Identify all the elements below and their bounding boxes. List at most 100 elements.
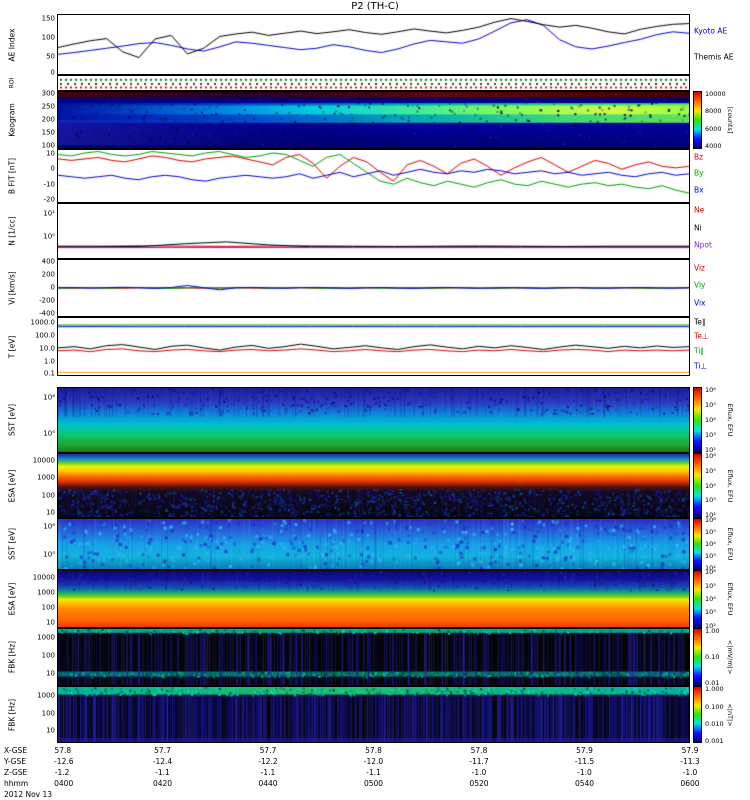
colorbar-tick-label: 10⁶ <box>705 385 716 394</box>
plot-area-temperature <box>57 317 690 376</box>
panel-keogram: Keogram 300 250 200 150 100 10000 8000 6000 4000 [… <box>0 89 750 150</box>
panel-esa-ions-left-axis: ESA [eV] 10000 1000 100 10 <box>0 453 57 518</box>
panel-temperature-right: Te∥ Te⊥ Ti∥ Ti⊥ <box>690 317 750 376</box>
panel-ae-index: AE Index 150 100 50 0 Kyoto AE Themis AE <box>0 14 750 76</box>
panel-ae-index-left-axis: AE Index 150 100 50 0 <box>0 14 57 76</box>
axis-tick-value: 0520 <box>469 779 489 788</box>
plot-area-esa-electrons <box>57 570 690 628</box>
axis-tick-value: -1.0 <box>471 768 487 777</box>
plot-area-fbk-b <box>57 686 690 743</box>
sst-ions-colorbar-unit-label: Eflux, EFU <box>726 403 734 437</box>
fbk-e-canvas <box>58 629 689 685</box>
y-tick-label: 300 <box>41 89 55 98</box>
y-tick-label: 10 <box>46 149 55 158</box>
sst-ions-colorbar <box>693 387 702 453</box>
axis-tick-value: 57.8 <box>365 746 382 755</box>
y-tick-label: 10⁰ <box>43 232 55 241</box>
series-label-ni: Ni <box>694 223 702 233</box>
colorbar-tick-label: 10² <box>705 446 716 455</box>
axis-tick-value: 57.7 <box>259 746 277 755</box>
axis-row-label-x-gse: X-GSE <box>4 746 28 755</box>
panel-temperature: T [eV] 1000.0 100.0 10.0 1.0 0.1 Te∥ Te⊥ Ti∥ Ti⊥ <box>0 317 750 378</box>
esa-ions-canvas <box>58 454 689 517</box>
y-axis-label-sst-electrons: SST [eV] <box>7 527 17 561</box>
colorbar-tick-label: 10⁴ <box>705 594 716 603</box>
colorbar-tick-label: 6000 <box>705 124 722 133</box>
colorbar-tick-label: 10² <box>705 563 716 572</box>
panel-sst-ions-left-axis: SST [eV] 10⁶ 10⁵ <box>0 387 57 453</box>
y-tick-label: 10000 <box>32 456 55 465</box>
plot-area-fbk-e <box>57 628 690 686</box>
y-tick-label: 10 <box>46 508 55 517</box>
colorbar-tick-label: 10⁵ <box>705 527 716 536</box>
colorbar-tick-label: 0.001 <box>705 737 724 746</box>
y-axis-label-density: N [1/cc] <box>7 216 17 246</box>
y-tick-label: 10 <box>46 669 55 678</box>
panel-fbk-b: FBK [Hz] 1000 100 10 1.000 0.100 0.010 0.001 <|n… <box>0 686 750 746</box>
y-tick-label: 10⁶ <box>43 393 55 402</box>
y-tick-label: 1000 <box>37 633 55 642</box>
series-label-ne: Ne <box>694 204 705 214</box>
axis-tick-value: -1.1 <box>366 768 381 777</box>
y-axis-label-fbk-b: FBK [Hz] <box>7 698 17 731</box>
panel-fbk-b-left-axis: FBK [Hz] 1000 100 10 <box>0 686 57 743</box>
y-axis-label-fbk-e: FBK [Hz] <box>7 640 17 674</box>
plot-title: P2 (TH-C) <box>351 1 399 12</box>
axis-tick-value: 0440 <box>258 779 278 788</box>
axis-row-y-gse: Y-GSE -12.6 -12.4 -12.2 -12.0 -11.7 -11.5 -11.3 <box>0 756 750 767</box>
colorbar-tick-label: 10000 <box>705 89 726 98</box>
fbk-b-colorbar-unit-label: <|nT|> <box>726 702 734 727</box>
panel-keogram-left-axis: Keogram 300 250 200 150 100 <box>0 89 57 149</box>
y-tick-label: 100 <box>41 33 55 42</box>
panel-b-fit: B FIT [nT] 10 0 -10 -20 Bz By Bx <box>0 149 750 203</box>
axis-row-values-z-gse: -1.2 -1.1 -1.1 -1.1 -1.0 -1.0 -1.0 <box>55 767 698 778</box>
panel-fbk-b-right: 1.000 0.100 0.010 0.001 <|nT|> <box>690 686 750 746</box>
panel-fbk-e: FBK [Hz] 1000 100 10 1.00 0.10 0.01 <|mV/m|> <box>0 628 750 686</box>
axis-tick-value: 0540 <box>574 779 595 788</box>
axis-tick-value: 0400 <box>54 779 74 788</box>
series-label-ti-: Ti∥ <box>694 346 705 356</box>
y-tick-label: 400 <box>41 257 55 266</box>
panel-esa-ions: ESA [eV] 10000 1000 100 10 10⁶ 10⁵ 10⁴ 10³ 10² Efl… <box>0 452 750 518</box>
plot-area-roi <box>57 75 690 91</box>
series-label-npot: Npot <box>694 240 712 250</box>
y-tick-label: 10000 <box>32 573 55 582</box>
time-axis-block: X-GSE 57.8 57.7 57.7 57.8 57.8 57.9 57.9 Y-GSE -1… <box>0 745 750 800</box>
colorbar-tick-label: 10³ <box>705 496 716 505</box>
plot-area-esa-ions <box>57 453 690 518</box>
panel-stack: AE Index 150 100 50 0 Kyoto AE Themis AE ROI Keo… <box>0 14 750 746</box>
density-canvas <box>58 204 689 258</box>
panel-sst-electrons-right: 10⁶ 10⁵ 10⁴ 10³ 10² Eflux, EFU <box>690 515 750 572</box>
y-axis-label-b-fit: B FIT [nT] <box>7 157 17 195</box>
sst-electrons-colorbar-unit-label: Eflux, EFU <box>726 527 734 561</box>
colorbar-tick-label: 1.00 <box>705 627 720 636</box>
colorbar-tick-label: 10⁴ <box>705 415 716 424</box>
colorbar-tick-label: 0.10 <box>705 652 720 661</box>
panel-velocity: Vi [km/s] 400 200 0 -200 -400 Viz Viy Vix <box>0 257 750 317</box>
plot-area-sst-ions <box>57 387 690 453</box>
colorbar-tick-label: 10⁶ <box>705 515 716 524</box>
colorbar-tick-label: 4000 <box>705 141 722 150</box>
panel-sst-electrons: SST [eV] 10⁶ 10⁵ 10⁶ 10⁵ 10⁴ 10³ 10² Eflux, EFU <box>0 515 750 572</box>
panel-b-fit-right: Bz By Bx <box>690 149 750 203</box>
plot-area-ae-index <box>57 14 690 75</box>
axis-row-x-gse: X-GSE 57.8 57.7 57.7 57.8 57.8 57.9 57.9 <box>0 745 750 756</box>
y-tick-label: 0.1 <box>43 369 55 378</box>
sst-electrons-canvas <box>58 519 689 569</box>
panel-fbk-e-right: 1.00 0.10 0.01 <|mV/m|> <box>690 628 750 686</box>
axis-tick-value: 0420 <box>152 779 173 788</box>
series-label-by: By <box>694 168 704 178</box>
plot-area-keogram <box>57 91 690 149</box>
fbk-b-colorbar <box>693 686 702 743</box>
fbk-e-colorbar-unit-label: <|mV/m|> <box>726 639 734 675</box>
panel-sst-ions-right: 10⁶ 10⁵ 10⁴ 10³ 10² Eflux, EFU <box>690 385 750 455</box>
panel-density: N [1/cc] 10¹ 10⁰ Ne Ni Npot <box>0 203 750 259</box>
y-tick-label: 100 <box>41 603 55 612</box>
keogram-canvas <box>58 92 689 148</box>
colorbar-tick-label: 10⁵ <box>705 400 716 409</box>
y-axis-label-esa-electrons: ESA [eV] <box>7 582 17 616</box>
colorbar-tick-label: 10³ <box>705 608 716 617</box>
series-label-bz: Bz <box>694 152 704 162</box>
series-label-viy: Viy <box>694 280 706 290</box>
